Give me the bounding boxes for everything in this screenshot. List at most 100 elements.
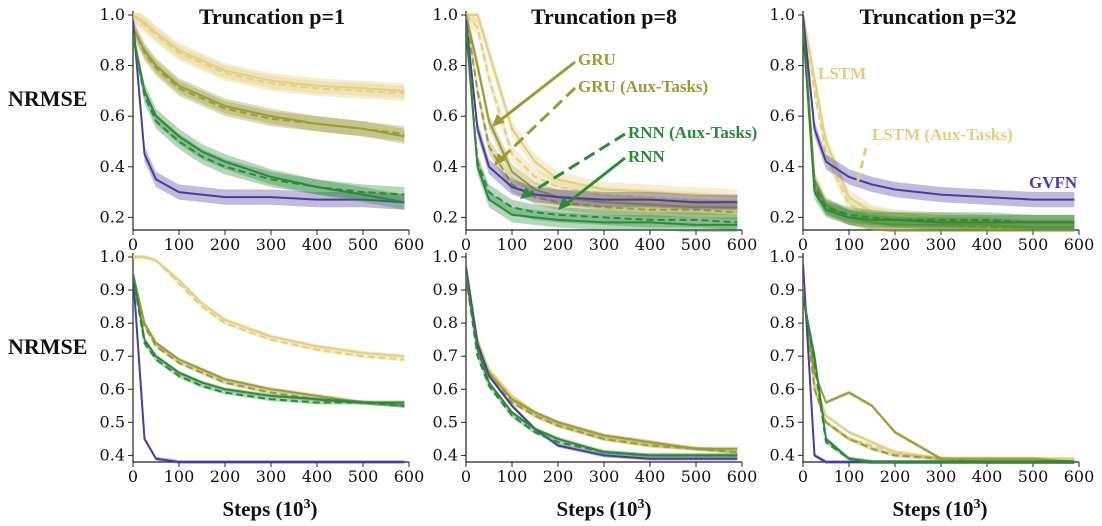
series-band-lstm xyxy=(466,13,738,205)
y-tick-label: 1.0 xyxy=(100,5,125,24)
x-tick-label: 500 xyxy=(1018,235,1049,254)
series-band-gru xyxy=(803,288,1075,464)
series-line-lstm xyxy=(466,273,738,454)
xlabel-sup: 3 xyxy=(638,497,645,512)
y-tick-label: 0.2 xyxy=(100,207,125,226)
gru-aux-arrowhead xyxy=(494,153,506,166)
x-tick-label: 300 xyxy=(926,467,957,486)
y-tick-label: 0.8 xyxy=(100,313,125,332)
series-line-lstm xyxy=(133,14,405,92)
y-tick-label: 0.4 xyxy=(100,157,125,176)
y-tick-label: 0.8 xyxy=(770,313,795,332)
x-tick-label: 300 xyxy=(589,235,620,254)
x-tick-label: 100 xyxy=(497,235,528,254)
series-line-gru xyxy=(133,273,405,407)
y-tick-label: 0.8 xyxy=(100,56,125,75)
y-tick-label: 1.0 xyxy=(433,247,458,266)
x-tick-label: 400 xyxy=(635,235,666,254)
series-band-rnn xyxy=(803,294,1075,464)
xlabel-main: Steps (10 xyxy=(222,497,303,521)
gvfn-label: GVFN xyxy=(1029,173,1078,192)
y-tick-label: 0.6 xyxy=(433,379,458,398)
series-line-rnn-aux-tasks- xyxy=(133,276,405,407)
xlabel-sup: 3 xyxy=(974,497,981,512)
y-tick-label: 0.8 xyxy=(433,56,458,75)
series-group xyxy=(466,264,738,461)
x-tick-label: 600 xyxy=(727,467,758,486)
x-tick-label: 400 xyxy=(972,467,1003,486)
y-tick-label: 0.4 xyxy=(100,445,125,464)
series-line-lstm xyxy=(466,14,738,199)
x-tick-label: 500 xyxy=(1018,467,1049,486)
y-tick-label: 0.6 xyxy=(770,106,795,125)
y-tick-label: 0.4 xyxy=(433,445,458,464)
y-tick-label: 0.6 xyxy=(770,379,795,398)
x-tick-label: 400 xyxy=(302,467,333,486)
x-tick-label: 0 xyxy=(128,467,138,486)
series-line-gru xyxy=(466,276,738,450)
xlabel-close: ) xyxy=(981,497,988,521)
x-tick-label: 500 xyxy=(681,235,712,254)
series-group xyxy=(133,255,405,464)
x-tick-label: 400 xyxy=(635,467,666,486)
annotation-gru: GRU xyxy=(492,50,616,127)
panel-0-2: 0 100 200 300 400 500 600 0.2 0.4 0.6 0.8 1.0 xyxy=(770,5,1095,254)
series-line-gvfn xyxy=(133,273,405,463)
lstm-aux-pointer xyxy=(855,147,868,185)
series-line-lstm-aux-tasks- xyxy=(466,273,738,454)
series-line-gru xyxy=(466,14,738,209)
y-tick-label: 0.9 xyxy=(100,280,125,299)
x-tick-label: 0 xyxy=(128,235,138,254)
series-line-rnn xyxy=(466,273,738,457)
series-band-rnn xyxy=(466,271,738,458)
series-line-rnn xyxy=(803,27,1075,224)
y-tick-label: 0.2 xyxy=(433,207,458,226)
y-tick-label: 0.2 xyxy=(770,207,795,226)
x-tick-label: 200 xyxy=(880,235,911,254)
series-band-gru xyxy=(466,274,738,451)
series-band-lstm xyxy=(466,271,738,455)
series-line-gvfn xyxy=(803,263,1075,463)
series-band-gru-aux-tasks- xyxy=(466,274,738,455)
y-tick-label: 0.9 xyxy=(433,280,458,299)
x-tick-label: 200 xyxy=(543,467,574,486)
y-tick-label: 0.4 xyxy=(770,445,795,464)
panels: 0 100 200 300 400 500 600 0.2 0.4 0.6 0.8 1.0 0 100 20… xyxy=(100,5,1095,486)
series-line-gru xyxy=(803,289,1075,463)
y-tick-label: 0.9 xyxy=(770,280,795,299)
rnn-aux-arrow xyxy=(526,132,626,197)
series-line-gru-aux-tasks- xyxy=(466,14,738,214)
y-tick-label: 1.0 xyxy=(433,5,458,24)
series-group xyxy=(803,13,1075,232)
x-tick-label: 200 xyxy=(880,467,911,486)
panel-0-0: 0 100 200 300 400 500 600 0.2 0.4 0.6 0.8 1.0 xyxy=(100,5,425,254)
panel-title-p32: Truncation p=32 xyxy=(860,4,1017,29)
xlabel-close: ) xyxy=(311,497,318,521)
series-line-gvfn xyxy=(803,14,1075,201)
gru-label: GRU xyxy=(578,50,616,69)
x-tick-label: 100 xyxy=(164,235,195,254)
y-tick-label: 0.6 xyxy=(433,106,458,125)
annotation-gru-aux: GRU (Aux-Tasks) xyxy=(494,77,708,166)
xlabel-main: Steps (10 xyxy=(892,497,973,521)
x-tick-label: 200 xyxy=(543,235,574,254)
x-tick-label: 400 xyxy=(972,235,1003,254)
rnn-aux-arrowhead xyxy=(520,187,533,199)
x-tick-label: 600 xyxy=(727,235,758,254)
series-line-rnn xyxy=(803,296,1075,463)
series-line-lstm xyxy=(803,283,1075,460)
x-tick-label: 100 xyxy=(164,467,195,486)
panel-title-p1: Truncation p=1 xyxy=(199,4,345,29)
series-line-gvfn xyxy=(466,266,738,460)
series-line-rnn xyxy=(133,34,405,204)
x-tick-label: 0 xyxy=(798,467,808,486)
x-tick-label: 200 xyxy=(210,467,241,486)
series-line-lstm-aux-tasks- xyxy=(133,256,405,361)
series-band-rnn-aux-tasks- xyxy=(133,27,405,203)
x-tick-label: 600 xyxy=(1064,467,1095,486)
series-band-rnn-aux-tasks- xyxy=(803,294,1075,464)
y-tick-label: 0.5 xyxy=(770,412,795,431)
series-line-gru-aux-tasks- xyxy=(803,289,1075,463)
series-line-lstm xyxy=(133,256,405,358)
y-tick-label: 0.7 xyxy=(100,346,125,365)
